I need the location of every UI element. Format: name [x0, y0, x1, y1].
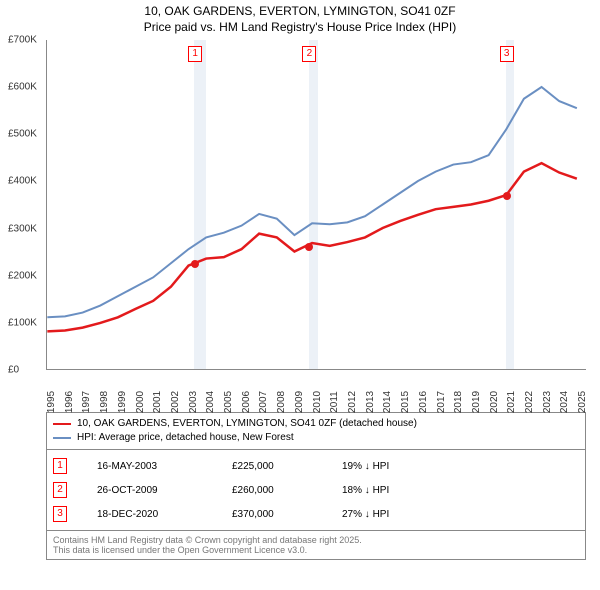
x-tick-label: 1995 — [46, 391, 57, 413]
legend: 10, OAK GARDENS, EVERTON, LYMINGTON, SO4… — [46, 412, 586, 450]
x-tick-label: 2014 — [382, 391, 393, 413]
x-tick-label: 2017 — [436, 391, 447, 413]
chart-container: 10, OAK GARDENS, EVERTON, LYMINGTON, SO4… — [0, 0, 600, 590]
x-tick-label: 2009 — [294, 391, 305, 413]
footnote-line-2: This data is licensed under the Open Gov… — [53, 545, 579, 555]
y-tick-label: £400K — [8, 176, 37, 187]
x-tick-label: 2005 — [223, 391, 234, 413]
transaction-index: 3 — [53, 506, 67, 522]
x-tick-label: 2010 — [312, 391, 323, 413]
footnote-line-1: Contains HM Land Registry data © Crown c… — [53, 535, 579, 545]
legend-swatch — [53, 437, 71, 439]
footnote: Contains HM Land Registry data © Crown c… — [46, 531, 586, 560]
x-tick-label: 2012 — [347, 391, 358, 413]
y-tick-label: £500K — [8, 129, 37, 140]
transaction-price: £225,000 — [232, 461, 312, 472]
transaction-price: £370,000 — [232, 509, 312, 520]
x-tick-label: 1996 — [64, 391, 75, 413]
x-tick-label: 2006 — [241, 391, 252, 413]
x-tick-label: 2004 — [205, 391, 216, 413]
transaction-marker-dot — [503, 192, 511, 200]
y-tick-label: £200K — [8, 270, 37, 281]
x-tick-label: 1998 — [99, 391, 110, 413]
x-tick-label: 2019 — [471, 391, 482, 413]
x-tick-label: 2022 — [524, 391, 535, 413]
transaction-row: 2 26-OCT-2009 £260,000 18% ↓ HPI — [53, 478, 579, 502]
x-tick-label: 2008 — [276, 391, 287, 413]
x-tick-label: 2011 — [329, 391, 340, 413]
transaction-row: 3 18-DEC-2020 £370,000 27% ↓ HPI — [53, 502, 579, 526]
transaction-price: £260,000 — [232, 485, 312, 496]
plot-svg — [47, 40, 586, 369]
legend-row: 10, OAK GARDENS, EVERTON, LYMINGTON, SO4… — [53, 417, 579, 431]
x-tick-label: 2013 — [365, 391, 376, 413]
transaction-marker-box: 3 — [500, 46, 514, 62]
x-tick-label: 1999 — [117, 391, 128, 413]
transaction-date: 16-MAY-2003 — [97, 461, 202, 472]
legend-label: HPI: Average price, detached house, New … — [77, 431, 294, 445]
x-tick-label: 2020 — [489, 391, 500, 413]
x-tick-label: 2015 — [400, 391, 411, 413]
transaction-index: 2 — [53, 482, 67, 498]
x-tick-label: 2003 — [188, 391, 199, 413]
y-tick-label: £600K — [8, 82, 37, 93]
chart-subtitle: Price paid vs. HM Land Registry's House … — [0, 20, 600, 40]
transaction-diff: 19% ↓ HPI — [342, 461, 432, 472]
transaction-marker-box: 1 — [188, 46, 202, 62]
transaction-marker-box: 2 — [302, 46, 316, 62]
x-tick-label: 1997 — [81, 391, 92, 413]
y-tick-label: £0 — [8, 365, 19, 376]
transaction-diff: 27% ↓ HPI — [342, 509, 432, 520]
x-tick-label: 2002 — [170, 391, 181, 413]
x-axis-labels: 1995199619971998199920002001200220032004… — [46, 370, 586, 406]
y-tick-label: £300K — [8, 223, 37, 234]
x-tick-label: 2024 — [559, 391, 570, 413]
y-tick-label: £100K — [8, 317, 37, 328]
transaction-date: 18-DEC-2020 — [97, 509, 202, 520]
series-line — [47, 87, 577, 317]
x-tick-label: 2016 — [418, 391, 429, 413]
legend-row: HPI: Average price, detached house, New … — [53, 431, 579, 445]
legend-label: 10, OAK GARDENS, EVERTON, LYMINGTON, SO4… — [77, 417, 417, 431]
transaction-index: 1 — [53, 458, 67, 474]
x-tick-label: 2018 — [453, 391, 464, 413]
x-tick-label: 2023 — [542, 391, 553, 413]
chart-area: £0£100K£200K£300K£400K£500K£600K£700K 12… — [10, 40, 590, 410]
transactions-table: 1 16-MAY-2003 £225,000 19% ↓ HPI 2 26-OCT-200… — [46, 450, 586, 531]
x-tick-label: 2025 — [577, 391, 588, 413]
y-tick-label: £700K — [8, 35, 37, 46]
chart-title: 10, OAK GARDENS, EVERTON, LYMINGTON, SO4… — [0, 0, 600, 20]
x-tick-label: 2021 — [506, 391, 517, 413]
legend-swatch — [53, 423, 71, 425]
transaction-date: 26-OCT-2009 — [97, 485, 202, 496]
transaction-row: 1 16-MAY-2003 £225,000 19% ↓ HPI — [53, 454, 579, 478]
x-tick-label: 2000 — [135, 391, 146, 413]
x-tick-label: 2007 — [258, 391, 269, 413]
plot-region: 1 2 3 — [46, 40, 586, 370]
transaction-diff: 18% ↓ HPI — [342, 485, 432, 496]
x-tick-label: 2001 — [152, 391, 163, 413]
